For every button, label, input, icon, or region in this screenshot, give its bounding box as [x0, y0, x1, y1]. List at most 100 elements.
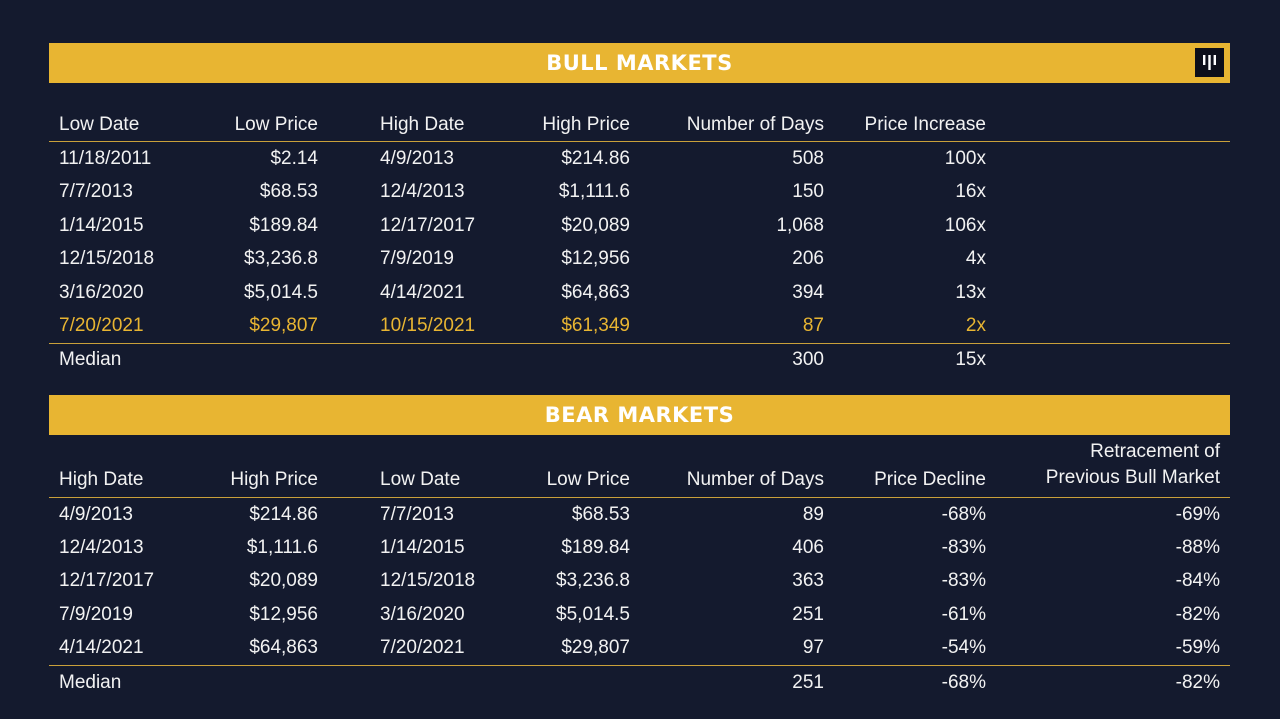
table-header-row: Low Date Low Price High Date High Price … — [49, 108, 1230, 141]
cell-retracement: -88% — [1175, 537, 1220, 559]
cell-low-price: $189.84 — [249, 214, 318, 236]
bear-markets-banner: BEAR MARKETS — [49, 395, 1230, 435]
bull-markets-table: Low Date Low Price High Date High Price … — [49, 108, 1230, 377]
cell-low-price: $5,014.5 — [556, 603, 630, 625]
cell-retracement: -84% — [1175, 570, 1220, 592]
header-low-date: Low Date — [380, 469, 461, 490]
median-price-decline: -68% — [941, 671, 986, 693]
bull-markets-banner: BULL MARKETS — [49, 43, 1230, 83]
table-row: 12/15/2018 $3,236.8 7/9/2019 $12,956 206… — [49, 243, 1230, 276]
cell-high-date: 12/4/2013 — [59, 537, 144, 559]
header-high-date: High Date — [380, 113, 465, 135]
cell-low-price: $5,014.5 — [244, 281, 318, 303]
cell-high-price: $214.86 — [561, 148, 630, 170]
cell-low-date: 7/20/2021 — [59, 315, 144, 337]
bear-markets-title: BEAR MARKETS — [544, 403, 735, 427]
cell-high-price: $20,089 — [249, 570, 318, 592]
header-number-of-days: Number of Days — [686, 469, 824, 490]
cell-high-price: $64,863 — [249, 637, 318, 659]
cell-low-price: $29,807 — [561, 637, 630, 659]
table-row: 4/14/2021 $64,863 7/20/2021 $29,807 97 -… — [49, 632, 1230, 665]
cell-low-price: $68.53 — [571, 503, 630, 525]
cell-low-date: 7/7/2013 — [380, 503, 454, 525]
table-row: 7/9/2019 $12,956 3/16/2020 $5,014.5 251 … — [49, 598, 1230, 631]
header-high-date: High Date — [59, 469, 144, 490]
cell-price-increase: 100x — [944, 148, 986, 170]
header-high-price: High Price — [230, 469, 318, 490]
bull-markets-title: BULL MARKETS — [546, 51, 733, 75]
cell-high-date: 4/14/2021 — [59, 637, 144, 659]
table-row: 11/18/2011 $2.14 4/9/2013 $214.86 508 10… — [49, 142, 1230, 175]
table-row: 3/16/2020 $5,014.5 4/14/2021 $64,863 394… — [49, 276, 1230, 309]
median-divider — [49, 342, 1230, 344]
median-retracement: -82% — [1175, 671, 1220, 693]
cell-high-price: $1,111.6 — [246, 537, 318, 559]
brand-logo-icon — [1195, 48, 1224, 77]
cell-high-date: 12/17/2017 — [59, 570, 155, 592]
cell-high-date: 4/9/2013 — [59, 503, 133, 525]
cell-retracement: -59% — [1175, 637, 1220, 659]
cell-low-date: 11/18/2011 — [59, 148, 152, 170]
cell-high-date: 12/4/2013 — [380, 181, 465, 203]
cell-price-decline: -83% — [941, 570, 986, 592]
cell-high-date: 7/9/2019 — [380, 248, 454, 270]
median-row: Median 251 -68% -82% — [49, 666, 1230, 699]
median-number-of-days: 251 — [792, 671, 824, 693]
cell-low-date: 7/20/2021 — [380, 637, 465, 659]
cell-number-of-days: 150 — [792, 181, 824, 203]
cell-price-increase: 106x — [944, 214, 986, 236]
cell-price-increase: 2x — [965, 315, 986, 337]
table-row: 1/14/2015 $189.84 12/17/2017 $20,089 1,0… — [49, 209, 1230, 242]
cell-low-date: 3/16/2020 — [380, 603, 465, 625]
cell-price-increase: 16x — [955, 181, 986, 203]
cell-price-increase: 13x — [955, 281, 986, 303]
median-row: Median 300 15x — [49, 344, 1230, 377]
median-divider — [49, 664, 1230, 666]
cell-low-price: $29,807 — [249, 315, 318, 337]
table-header-row: High Date High Price Low Date Low Price … — [49, 440, 1230, 497]
cell-high-date: 4/9/2013 — [380, 148, 454, 170]
cell-high-price: $12,956 — [561, 248, 630, 270]
median-price-increase: 15x — [955, 349, 986, 371]
header-retracement-line2: Previous Bull Market — [1045, 467, 1220, 488]
header-low-date: Low Date — [59, 113, 140, 135]
cell-number-of-days: 89 — [802, 503, 824, 525]
cell-high-price: $214.86 — [249, 503, 318, 525]
cell-retracement: -82% — [1175, 603, 1220, 625]
cell-number-of-days: 508 — [792, 148, 824, 170]
median-label: Median — [59, 349, 122, 371]
table-row: 12/17/2017 $20,089 12/15/2018 $3,236.8 3… — [49, 565, 1230, 598]
header-price-decline: Price Decline — [874, 469, 986, 490]
cell-number-of-days: 251 — [792, 603, 824, 625]
cell-low-price: $3,236.8 — [244, 248, 318, 270]
header-divider — [49, 497, 1230, 498]
header-retracement-line1: Retracement of — [1090, 441, 1220, 462]
cell-low-date: 1/14/2015 — [59, 214, 144, 236]
cell-number-of-days: 363 — [792, 570, 824, 592]
cell-retracement: -69% — [1175, 503, 1220, 525]
cell-high-date: 12/17/2017 — [380, 214, 476, 236]
table-row: 4/9/2013 $214.86 7/7/2013 $68.53 89 -68%… — [49, 498, 1230, 531]
header-number-of-days: Number of Days — [686, 113, 824, 135]
cell-number-of-days: 206 — [792, 248, 824, 270]
cell-high-price: $61,349 — [561, 315, 630, 337]
cell-low-date: 12/15/2018 — [59, 248, 155, 270]
cell-price-increase: 4x — [965, 248, 986, 270]
cell-high-date: 10/15/2021 — [380, 315, 476, 337]
header-divider — [49, 141, 1230, 143]
cell-low-price: $2.14 — [270, 148, 318, 170]
table-row: 12/4/2013 $1,111.6 1/14/2015 $189.84 406… — [49, 531, 1230, 564]
cell-high-date: 7/9/2019 — [59, 603, 133, 625]
median-label: Median — [59, 671, 122, 693]
header-retracement: Retracement of Previous Bull Market — [1046, 440, 1220, 497]
header-low-price: Low Price — [546, 469, 630, 490]
cell-number-of-days: 97 — [802, 637, 824, 659]
cell-low-date: 12/15/2018 — [380, 570, 476, 592]
header-low-price: Low Price — [234, 113, 318, 135]
table-row-highlighted: 7/20/2021 $29,807 10/15/2021 $61,349 87 … — [49, 309, 1230, 342]
cell-low-date: 7/7/2013 — [59, 181, 133, 203]
bear-markets-table: High Date High Price Low Date Low Price … — [49, 440, 1230, 699]
cell-low-price: $68.53 — [259, 181, 318, 203]
cell-number-of-days: 1,068 — [776, 214, 824, 236]
cell-number-of-days: 87 — [802, 315, 824, 337]
